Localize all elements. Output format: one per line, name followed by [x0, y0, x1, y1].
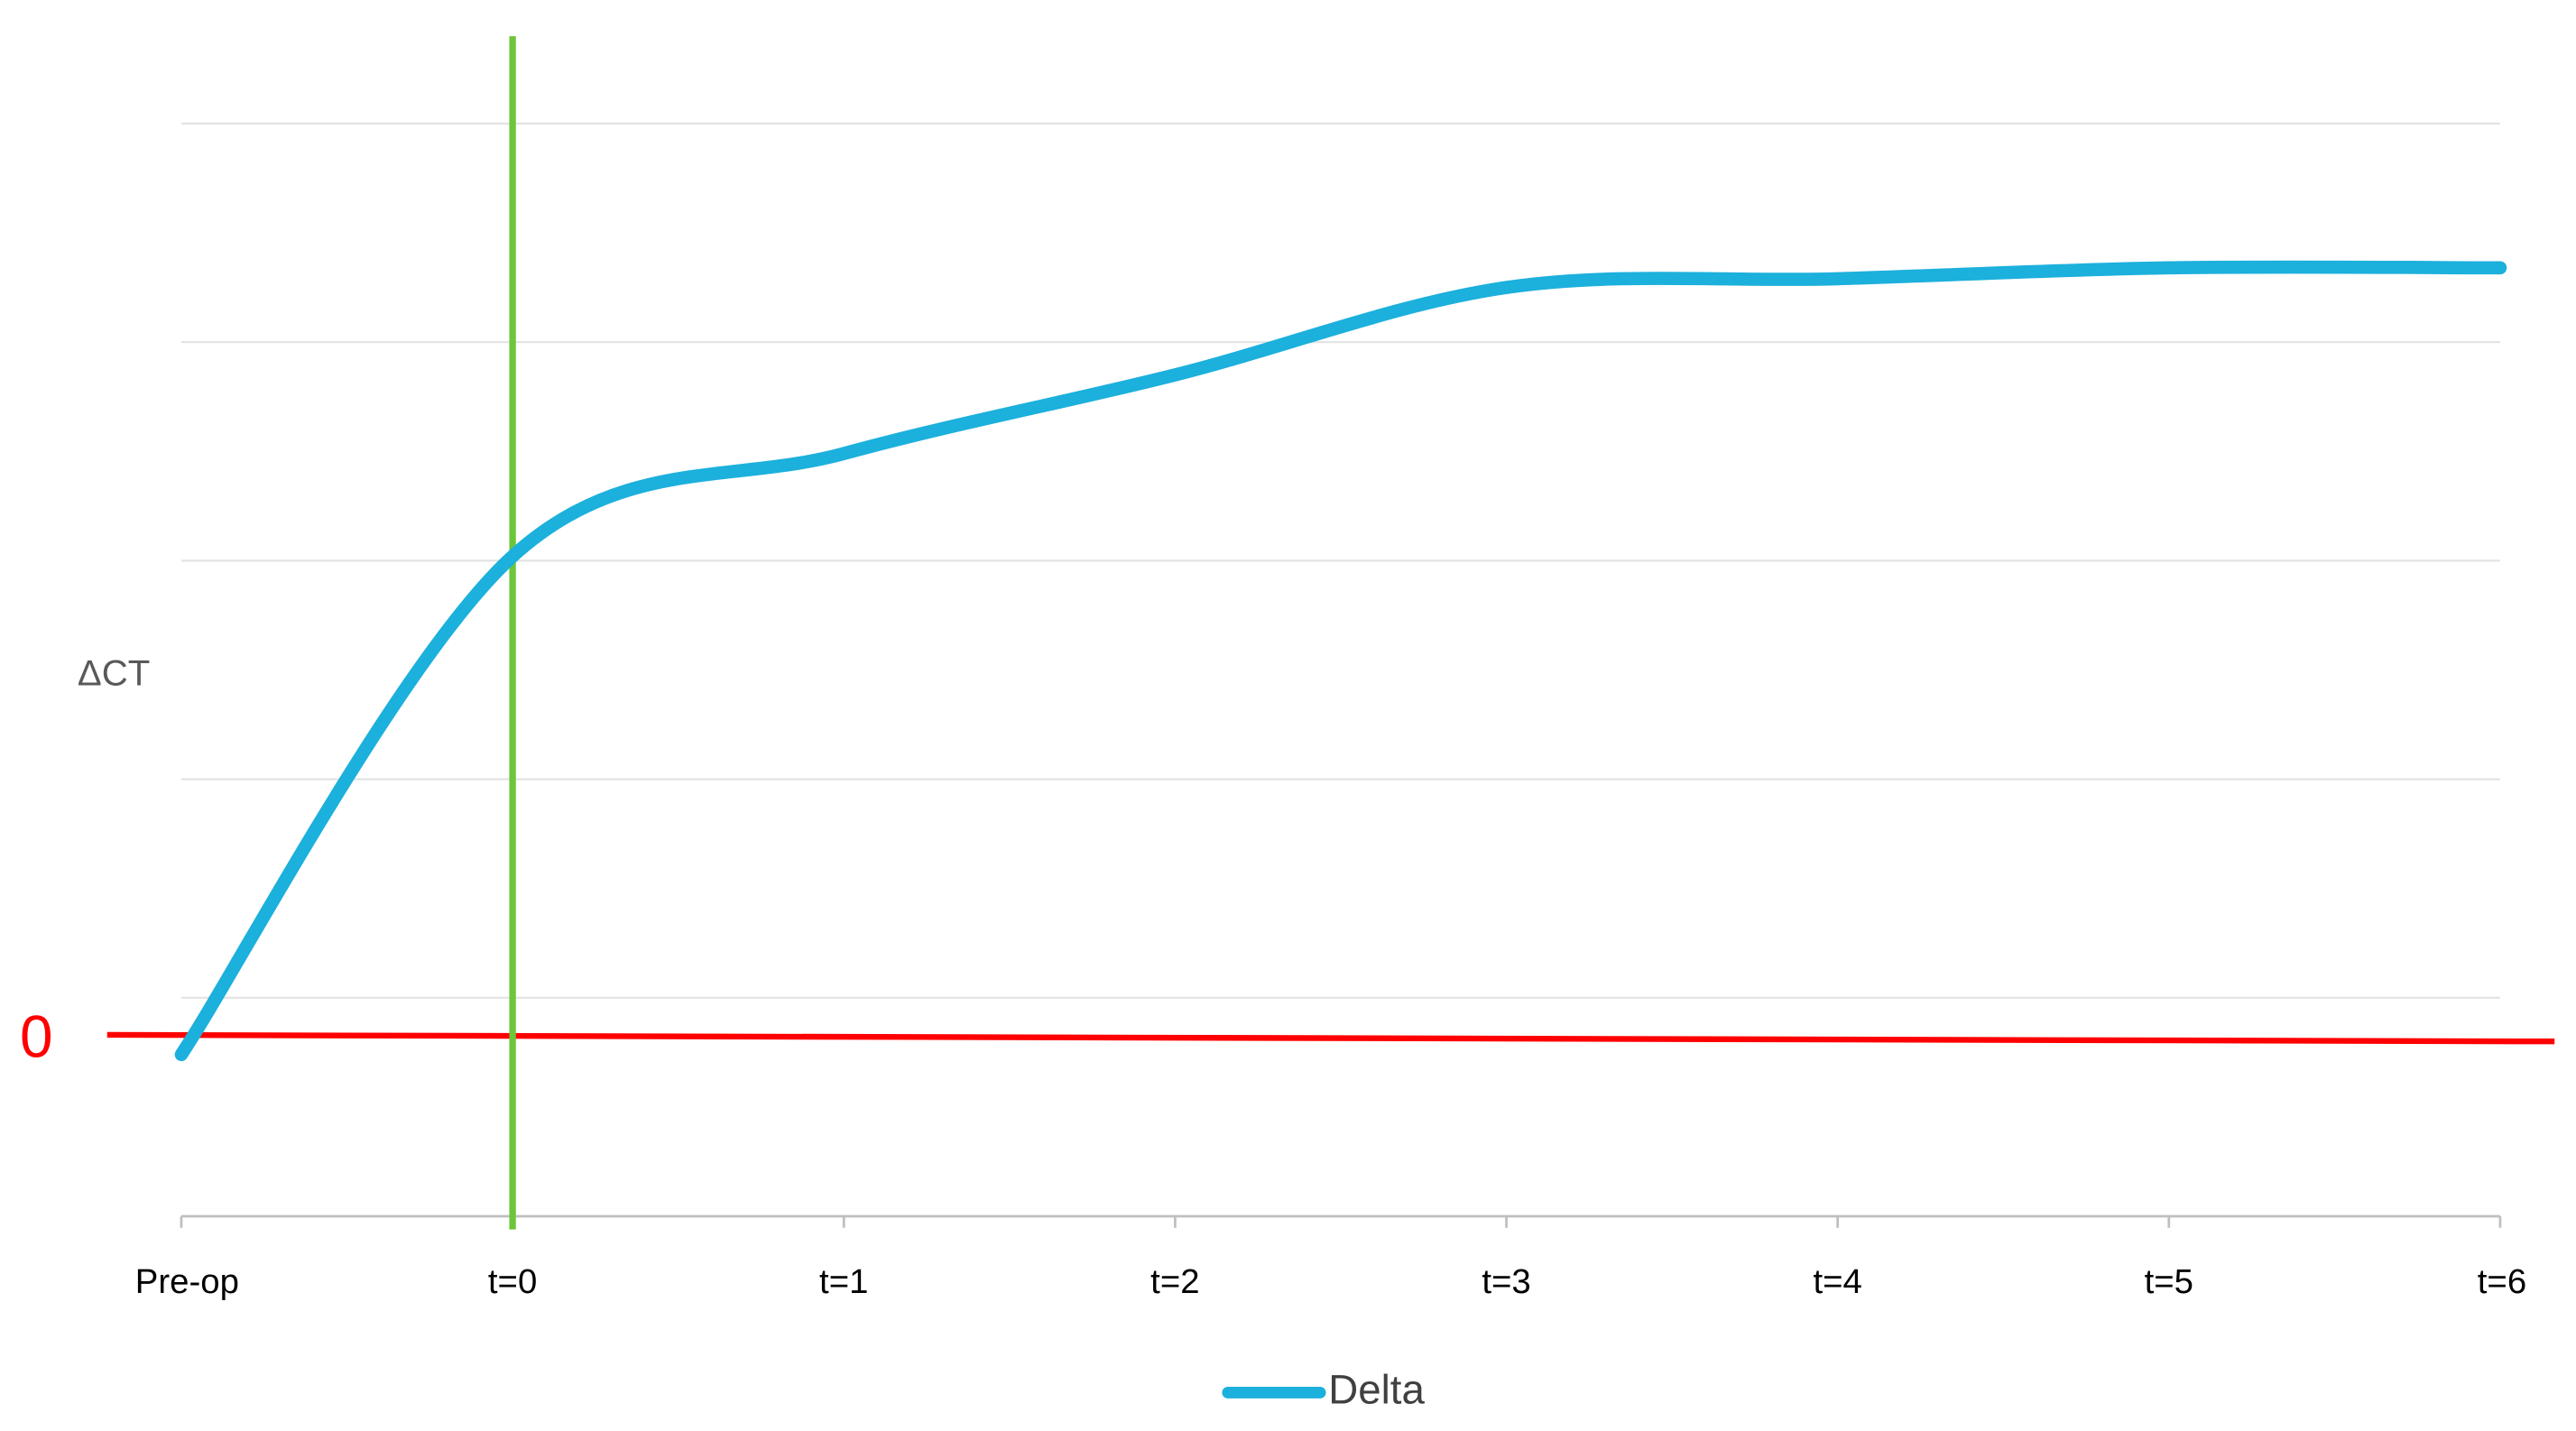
x-tick-label: t=4: [1813, 1262, 1861, 1301]
x-tick-label: t=0: [488, 1262, 537, 1301]
y-axis-label: ΔCT: [78, 652, 150, 693]
x-tick-label: t=6: [2478, 1262, 2526, 1301]
x-tick-label: Pre-op: [135, 1262, 239, 1301]
x-tick-label: t=3: [1482, 1262, 1530, 1301]
reference-line: [106, 1031, 2555, 1045]
x-tick-label: t=1: [819, 1262, 868, 1301]
legend-label: Delta: [1328, 1367, 1425, 1413]
data-line: [174, 260, 2507, 1062]
x-tick-label: t=5: [2145, 1262, 2193, 1301]
x-tick-label: t=2: [1150, 1262, 1199, 1301]
reference-label: 0: [20, 1003, 53, 1070]
